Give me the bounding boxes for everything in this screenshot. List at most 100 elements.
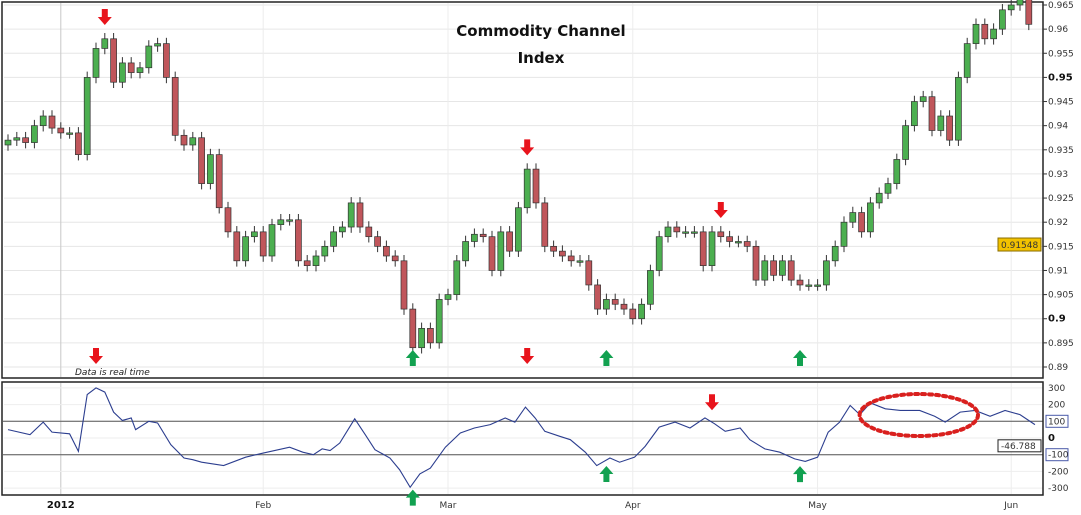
candle: [752, 240, 760, 286]
candle-body: [752, 245, 760, 281]
candle-body: [435, 299, 443, 344]
cci-tick-label: -300: [1048, 484, 1069, 494]
candle: [550, 240, 557, 257]
candle: [330, 226, 337, 253]
candle-body: [356, 202, 364, 228]
candle-body: [444, 294, 452, 300]
candle-body: [303, 260, 311, 266]
candle: [673, 221, 681, 238]
candle-body: [418, 328, 425, 349]
candle-body: [365, 226, 373, 238]
candle-body: [31, 125, 38, 143]
candle-body: [849, 212, 857, 223]
candle-body: [400, 260, 408, 310]
candle-body: [990, 28, 997, 40]
candle-body: [4, 139, 12, 146]
price-tick-label: 0.905: [1048, 291, 1074, 301]
buy-arrow-up-icon: [599, 350, 614, 366]
candle: [171, 71, 179, 142]
candle: [497, 226, 505, 277]
candle-body: [743, 241, 751, 247]
candle: [356, 197, 364, 233]
candle: [506, 226, 513, 257]
candle: [831, 240, 839, 267]
candle-body: [453, 260, 461, 295]
candle: [946, 110, 953, 146]
candle: [699, 226, 707, 272]
candle-body: [321, 245, 329, 257]
candle: [576, 255, 584, 267]
candle-body: [1025, 0, 1033, 25]
candle-body: [761, 260, 769, 281]
candle-body: [585, 260, 593, 286]
candle: [409, 303, 417, 354]
candle: [875, 187, 883, 209]
candle-body: [145, 45, 153, 69]
candle-body: [963, 43, 971, 78]
candle-body: [902, 125, 909, 160]
cci-last-value-box: [997, 439, 1042, 453]
candle-body: [779, 260, 786, 276]
cci-tick-label: 300: [1048, 384, 1065, 394]
candle: [22, 131, 29, 149]
candle-body: [101, 38, 109, 49]
candle-body: [708, 231, 716, 266]
candle: [321, 240, 329, 262]
candle-body: [805, 284, 813, 287]
candle: [911, 95, 918, 132]
candle: [75, 127, 82, 161]
candle-body: [673, 226, 681, 233]
cci-panel: [1, 381, 1044, 496]
sell-arrow-down-icon: [713, 202, 728, 219]
candle: [383, 240, 390, 262]
candle: [567, 250, 575, 267]
candle: [708, 226, 716, 272]
candle-body: [603, 299, 610, 310]
candle: [110, 32, 117, 89]
candle: [471, 228, 478, 248]
price-tick-label: 0.915: [1048, 242, 1074, 252]
candle-body: [682, 231, 689, 234]
cci-tick-box: [1045, 448, 1069, 462]
candle: [726, 230, 733, 248]
candle-body: [594, 284, 601, 310]
candle: [259, 226, 267, 262]
candle: [840, 216, 848, 253]
candle: [655, 230, 663, 277]
candle-body: [127, 62, 135, 73]
candle: [462, 235, 469, 267]
candle-body: [726, 236, 733, 242]
time-tick-label: Apr: [625, 501, 641, 511]
candle-body: [383, 245, 390, 257]
sell-arrow-down-icon: [89, 348, 103, 364]
candle-body: [629, 308, 637, 320]
candle: [4, 134, 12, 151]
candle: [101, 32, 109, 55]
candle-body: [277, 219, 285, 225]
cci-line: [7, 387, 1036, 489]
price-tick-label: 0.94: [1048, 122, 1068, 132]
candle-body: [911, 101, 918, 127]
time-tick-label: Jun: [1003, 501, 1018, 511]
candle: [620, 298, 628, 315]
candle-body: [215, 154, 223, 209]
price-tick-label: 0.93: [1048, 170, 1068, 180]
candle: [127, 57, 135, 79]
candle: [647, 264, 654, 311]
candlesticks: [4, 0, 1033, 354]
candle: [682, 226, 689, 238]
candle: [145, 40, 153, 74]
candle-body: [576, 260, 584, 263]
price-tick-label: 0.91: [1048, 266, 1068, 276]
time-tick-label: 2012: [47, 500, 75, 511]
candle: [743, 235, 751, 253]
candle: [735, 235, 742, 248]
candle-body: [559, 250, 566, 257]
candle: [251, 226, 258, 243]
candle-body: [136, 67, 144, 73]
candle-body: [919, 96, 927, 102]
price-tick-label: 0.89: [1048, 363, 1068, 373]
candle: [418, 322, 425, 354]
candle-body: [48, 115, 56, 129]
